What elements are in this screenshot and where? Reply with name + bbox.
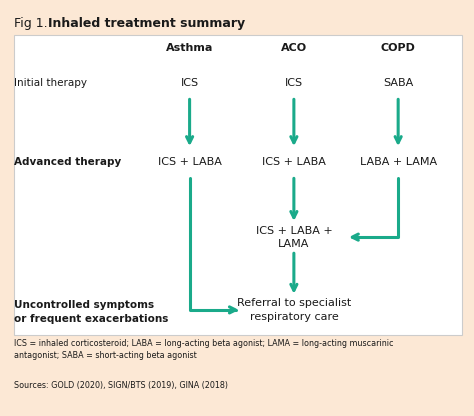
Text: Advanced therapy: Advanced therapy xyxy=(14,157,121,167)
Text: Sources: GOLD (2020), SIGN/BTS (2019), GINA (2018): Sources: GOLD (2020), SIGN/BTS (2019), G… xyxy=(14,381,228,390)
Text: Fig 1.: Fig 1. xyxy=(14,17,52,30)
Text: COPD: COPD xyxy=(381,43,416,53)
Text: Referral to specialist
respiratory care: Referral to specialist respiratory care xyxy=(237,298,351,322)
Text: ICS: ICS xyxy=(181,78,199,88)
Text: ICS + LABA: ICS + LABA xyxy=(158,157,221,167)
Text: ICS + LABA +
LAMA: ICS + LABA + LAMA xyxy=(255,225,332,249)
Text: ACO: ACO xyxy=(281,43,307,53)
Text: LABA + LAMA: LABA + LAMA xyxy=(360,157,437,167)
Text: ICS + LABA: ICS + LABA xyxy=(262,157,326,167)
Text: Initial therapy: Initial therapy xyxy=(14,78,87,88)
FancyBboxPatch shape xyxy=(14,35,462,335)
Text: ICS = inhaled corticosteroid; LABA = long-acting beta agonist; LAMA = long-actin: ICS = inhaled corticosteroid; LABA = lon… xyxy=(14,339,394,360)
Text: Uncontrolled symptoms
or frequent exacerbations: Uncontrolled symptoms or frequent exacer… xyxy=(14,300,169,324)
Text: ICS: ICS xyxy=(285,78,303,88)
Text: Asthma: Asthma xyxy=(166,43,213,53)
Text: SABA: SABA xyxy=(383,78,413,88)
Text: Inhaled treatment summary: Inhaled treatment summary xyxy=(48,17,246,30)
